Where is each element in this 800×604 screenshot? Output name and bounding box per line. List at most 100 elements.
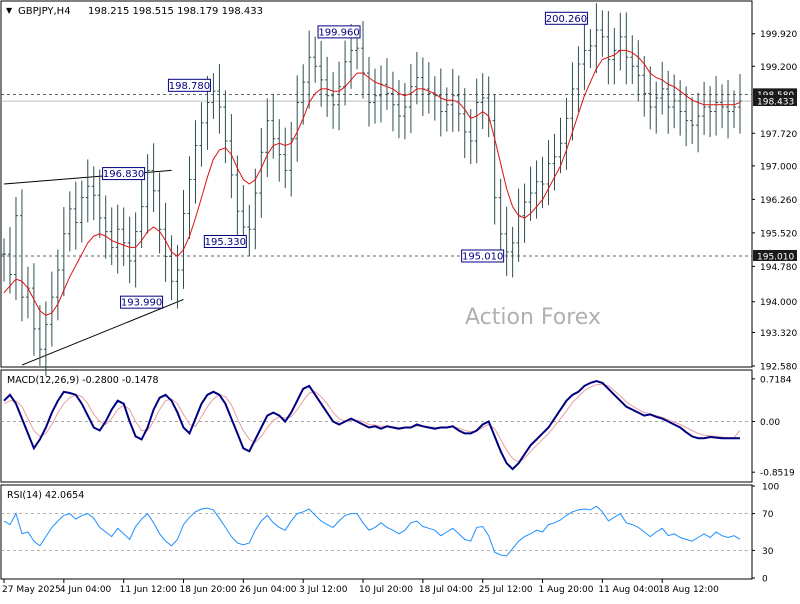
time-axis: 27 May 2025 4 Jun 04:00 11 Jun 12:00 18 Jun… [2,579,719,595]
price-bar [277,119,282,182]
price-tick-highlight [753,95,797,107]
price-bar [690,97,695,145]
price-tick-label: 194.000 [760,298,797,308]
time-tick-label: 4 Jun 04:00 [60,585,112,595]
price-tick-label: 192.580 [760,363,797,373]
annotation-text: 195.330 [205,237,246,248]
price-tick-label: 198.433 [757,98,794,108]
time-tick-label: 3 Jul 12:00 [299,585,348,595]
price-bars [2,3,742,376]
price-bar [660,61,665,115]
price-bar [480,73,485,130]
annotation-box [317,25,361,39]
price-bar [600,10,605,57]
price-bar [127,216,132,284]
price-tick-highlight [753,88,797,100]
price-bar [666,70,671,134]
price-bar [564,97,569,170]
price-bar [630,35,635,84]
annotation-text: 199.960 [318,27,359,38]
price-bar [217,64,222,134]
rsi-axis: 100 70 30 0 [752,483,779,585]
annotation-text: 198.780 [169,81,210,92]
price-bar [636,40,641,102]
annotation-198-780: 198.780 [167,78,211,92]
price-bar [259,128,264,218]
price-bar [702,81,707,135]
price-bar [456,75,461,132]
price-bar [61,207,66,297]
price-bar [337,61,342,131]
price-bar [367,56,372,127]
price-bar [726,79,731,139]
price-bar [265,98,270,178]
price-bar [283,127,288,189]
annotation-box [544,11,588,25]
price-bar [414,51,419,105]
annotation-200-260: 200.260 [544,11,588,25]
macd-signal-line [3,383,741,463]
symbol-dropdown-icon[interactable]: ▼ [6,6,13,15]
price-bar [624,12,629,85]
price-bar [229,114,234,199]
price-bar [438,68,443,137]
rsi-tick-label: 30 [762,547,774,557]
price-bar [319,40,324,107]
price-bar [121,207,126,267]
price-bar [492,94,497,225]
time-tick-label: 18 Aug 12:00 [658,585,719,595]
time-tick-label: 11 Aug 04:00 [598,585,659,595]
price-bar [109,207,114,266]
price-bar [331,72,336,129]
price-bar [714,75,719,136]
macd-tick-label: 0.00 [760,418,780,428]
price-bar [594,3,599,74]
price-bar [396,80,401,139]
price-bar [133,212,138,288]
macd-tick-label: -0.8519 [760,469,795,479]
price-bar [169,235,174,301]
price-bar [606,10,611,85]
annotation-box [120,295,164,309]
macd-plot [1,380,752,471]
price-bar [678,80,683,136]
price-bar [73,181,78,250]
price-tick-label: 197.000 [760,162,797,172]
annotation-193-990: 193.990 [120,295,164,309]
rsi-tick-label: 0 [762,575,768,585]
price-bar [181,189,186,289]
macd-panel-frame [0,369,753,483]
price-bar [372,68,377,124]
annotation-text: 196.830 [103,169,144,180]
price-bar [7,227,12,294]
price-bar [504,206,509,276]
rsi-panel-frame [0,484,753,580]
time-tick-label: 18 Jul 04:00 [419,585,473,595]
price-bar [187,156,192,239]
annotation-196-830: 196.830 [102,167,146,181]
annotation-text: 193.990 [121,298,162,309]
price-bar [79,180,84,243]
price-bar [157,172,162,254]
price-tick-label: 196.260 [760,196,797,206]
ohlc-label: 198.215 198.515 198.179 198.433 [88,6,263,17]
price-bar [19,189,24,322]
time-tick-label: 11 Jun 12:00 [120,585,177,595]
price-bar [408,64,413,134]
time-tick-label: 18 Jun 20:00 [180,585,237,595]
price-bar [295,75,300,162]
price-bar [498,178,503,255]
price-bar [223,90,228,164]
price-bar [211,73,216,119]
price-bar [37,305,42,366]
moving-average [3,49,741,316]
price-bar [738,74,742,134]
price-bar [175,244,180,309]
price-bar [31,263,36,356]
price-bar [2,238,6,282]
price-bar [390,71,395,132]
price-bar [720,84,725,129]
price-bar [576,46,581,113]
